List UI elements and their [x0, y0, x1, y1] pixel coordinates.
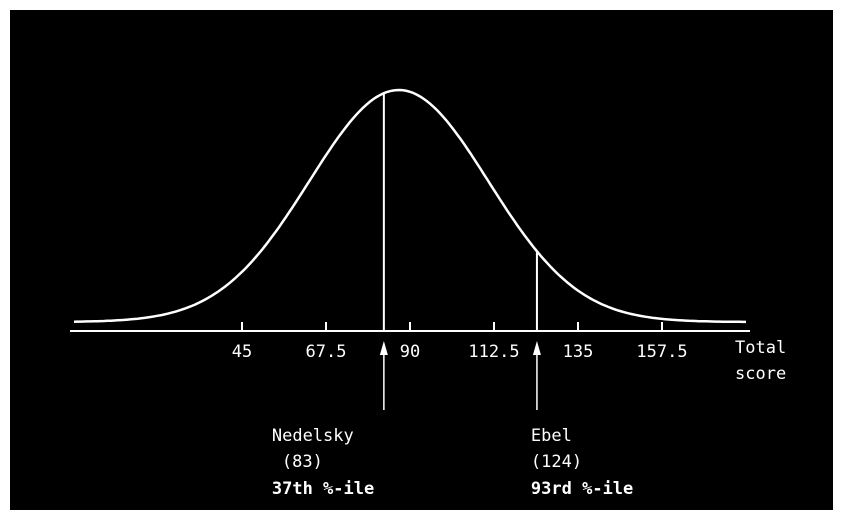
x-axis-label: Total [735, 338, 786, 358]
x-tick-label: 157.5 [636, 342, 687, 362]
arrow-head [532, 341, 541, 355]
marker-name: Ebel [531, 426, 572, 446]
x-tick-label: 135 [563, 342, 594, 362]
background [10, 10, 833, 510]
marker-percentile: 37th %-ile [272, 479, 374, 499]
arrow-head [379, 341, 388, 355]
x-tick-label: 67.5 [306, 342, 347, 362]
x-tick-label: 90 [400, 342, 420, 362]
x-tick-label: 112.5 [468, 342, 519, 362]
marker-value: (124) [531, 452, 582, 472]
marker-value: (83) [282, 452, 323, 472]
curve [73, 88, 746, 324]
x-axis-label: score [735, 364, 786, 384]
x-tick-label: 45 [232, 342, 252, 362]
marker-name: Nedelsky [272, 426, 354, 446]
marker-percentile: 93rd %-ile [531, 479, 633, 499]
